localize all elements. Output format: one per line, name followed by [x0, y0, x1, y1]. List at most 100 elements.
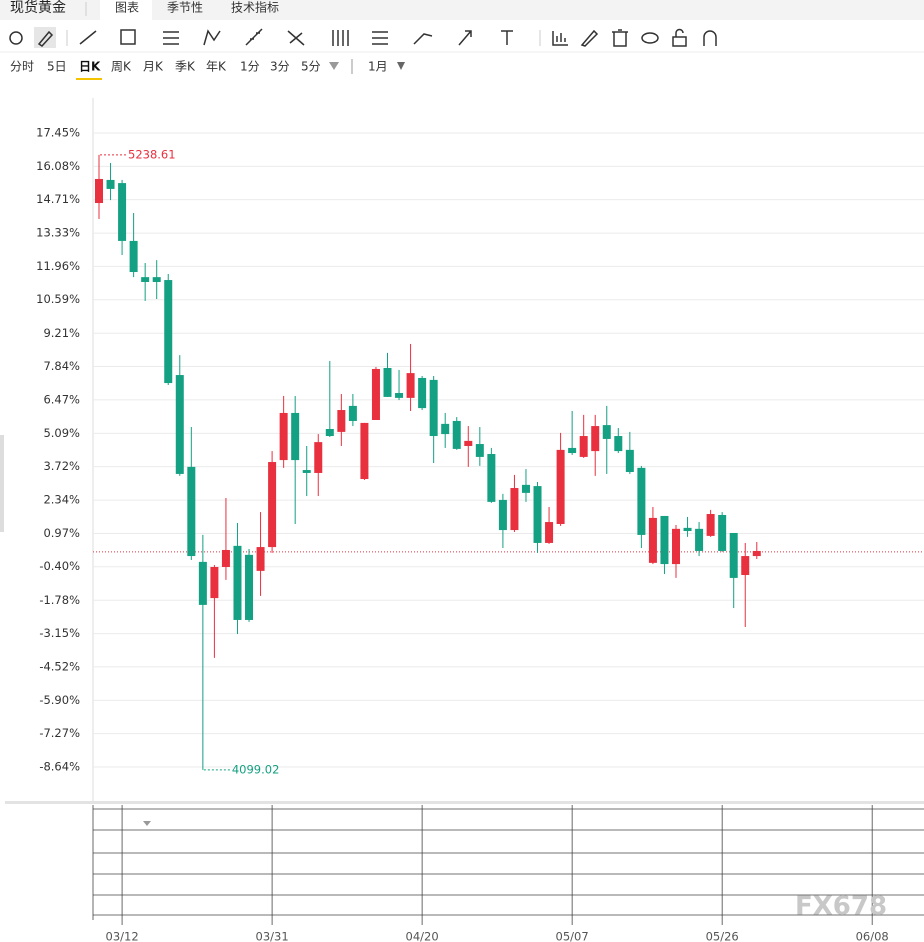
active-underline — [76, 78, 102, 80]
y-tick-label: 16.08% — [36, 159, 80, 173]
y-tick-label: 0.97% — [43, 526, 80, 540]
icon[interactable] — [675, 28, 684, 38]
candle-body — [591, 426, 600, 452]
y-tick-label: 7.84% — [43, 359, 80, 373]
candle-body — [175, 375, 184, 474]
candle-body — [360, 422, 369, 480]
candle-body — [683, 527, 692, 532]
x-tick-label: 05/07 — [556, 930, 589, 942]
icon[interactable] — [413, 33, 433, 45]
y-tick-label: 17.45% — [36, 126, 80, 140]
tab[interactable]: 季节性 — [167, 1, 203, 15]
y-tick-label: 13.33% — [36, 226, 80, 240]
period-button[interactable]: 月K — [143, 60, 164, 74]
icon[interactable] — [458, 30, 472, 46]
candle-body — [452, 420, 461, 449]
candle-body — [221, 549, 230, 567]
y-tick-label: -4.52% — [39, 659, 80, 673]
dropdown-arrow[interactable] — [143, 821, 151, 826]
icon[interactable] — [672, 36, 687, 47]
period-button[interactable]: 季K — [175, 60, 196, 74]
y-tick-label: 5.09% — [43, 426, 80, 440]
candle-body — [602, 425, 611, 439]
icon[interactable] — [120, 29, 136, 45]
candle-body — [533, 486, 542, 543]
candle-body — [718, 514, 727, 551]
tab[interactable]: 图表 — [115, 1, 139, 15]
candle-body — [141, 277, 150, 282]
candle-body — [614, 436, 623, 452]
y-tick-label: -7.27% — [39, 726, 80, 740]
pane-separator — [5, 801, 924, 804]
period-button[interactable]: 5日 — [47, 60, 67, 74]
icon[interactable] — [641, 32, 659, 44]
candle-body — [198, 561, 207, 605]
icon[interactable] — [580, 29, 599, 47]
dropdown-arrow[interactable] — [329, 62, 339, 70]
period-button[interactable]: 1分 — [240, 60, 260, 74]
candle-body — [164, 280, 173, 384]
dropdown-arrow[interactable] — [397, 62, 405, 70]
candle-body — [418, 377, 427, 409]
side-handle[interactable] — [0, 435, 4, 532]
active-tab — [100, 0, 152, 20]
candle-body — [383, 367, 392, 397]
candle-body — [129, 240, 138, 273]
candle-body — [210, 566, 219, 599]
icon[interactable] — [612, 29, 628, 47]
candle-body — [95, 178, 103, 204]
x-tick-label: 03/12 — [106, 930, 139, 942]
tab: 现货黄金 — [10, 0, 66, 16]
y-tick-label: -3.15% — [39, 626, 80, 640]
candle-body — [487, 454, 496, 502]
candle-body — [302, 470, 311, 473]
icon[interactable] — [332, 30, 349, 46]
icon[interactable] — [501, 30, 513, 45]
candle-body — [314, 442, 323, 473]
candle-body — [406, 373, 415, 398]
candle-body — [648, 517, 657, 563]
x-tick-label: 05/26 — [706, 930, 739, 942]
candle-body — [337, 410, 346, 432]
candle-body — [579, 436, 588, 457]
period-button[interactable]: 年K — [206, 60, 227, 74]
y-tick-label: 10.59% — [36, 292, 80, 306]
icon[interactable] — [245, 28, 263, 46]
candle-body — [106, 179, 115, 189]
period-button[interactable]: 5分 — [301, 60, 321, 74]
candle-body — [498, 499, 507, 531]
y-tick-label: 3.72% — [43, 459, 80, 473]
period-button[interactable]: 分时 — [10, 60, 34, 74]
y-tick-label: 11.96% — [36, 259, 80, 273]
high-label: 5238.61 — [128, 147, 176, 161]
candle-body — [325, 428, 334, 437]
range-button[interactable]: 1月 — [368, 60, 388, 74]
icon[interactable] — [372, 31, 388, 45]
candle-body — [395, 393, 404, 398]
tab[interactable]: 技术指标 — [231, 0, 279, 15]
watermark: FX678 — [795, 892, 887, 922]
icon[interactable] — [703, 30, 717, 46]
candle-body — [429, 379, 438, 437]
y-tick-label: -8.64% — [39, 759, 80, 773]
icon[interactable] — [37, 30, 54, 47]
candle-body — [371, 368, 380, 420]
period-button[interactable]: 3分 — [270, 60, 290, 74]
icon[interactable] — [79, 30, 97, 45]
x-tick-label: 04/20 — [406, 930, 439, 942]
icon[interactable] — [552, 31, 568, 46]
period-button[interactable]: 周K — [111, 60, 132, 74]
candle-body — [279, 412, 288, 461]
icon[interactable] — [163, 31, 179, 45]
icon[interactable] — [287, 30, 305, 46]
candle-body — [464, 440, 473, 446]
candle-body — [152, 277, 161, 282]
icon[interactable] — [9, 31, 23, 45]
candle-body — [637, 467, 646, 535]
period-button[interactable]: 日K — [79, 60, 101, 74]
candle-body — [695, 528, 704, 551]
icon[interactable] — [203, 29, 221, 46]
candle-body — [729, 532, 738, 578]
